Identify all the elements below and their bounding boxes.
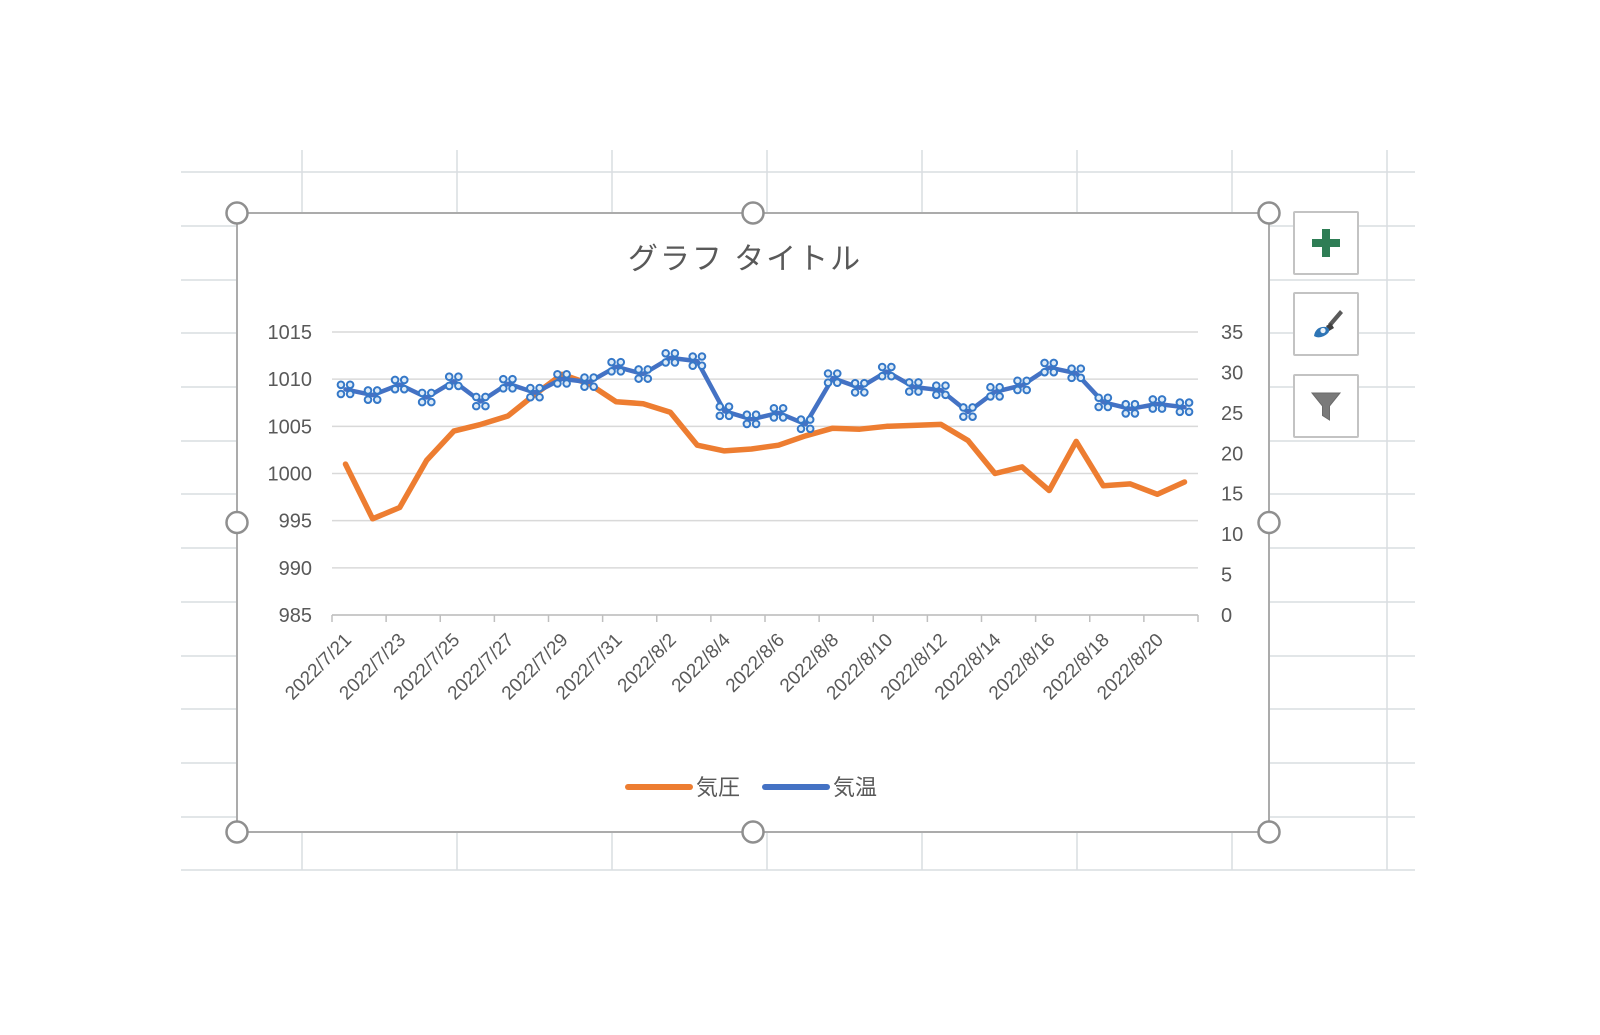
svg-text:1015: 1015 xyxy=(268,322,313,344)
series-line-気圧[interactable] xyxy=(342,371,1188,522)
svg-text:1000: 1000 xyxy=(268,464,313,486)
resize-handle[interactable] xyxy=(225,201,249,225)
resize-handle[interactable] xyxy=(1257,820,1281,844)
plus-icon xyxy=(1312,229,1340,257)
svg-text:30: 30 xyxy=(1221,362,1243,384)
paintbrush-icon xyxy=(1314,310,1343,338)
svg-text:気圧: 気圧 xyxy=(696,775,740,800)
resize-handle[interactable] xyxy=(741,201,765,225)
chart-filters-button[interactable] xyxy=(1293,374,1359,438)
svg-text:10: 10 xyxy=(1221,524,1243,546)
x-axis[interactable] xyxy=(331,614,1199,622)
selection-handles[interactable] xyxy=(225,201,1281,844)
series-markers-気温[interactable] xyxy=(336,348,1194,434)
legend-item-気温[interactable]: 気温 xyxy=(762,775,877,800)
resize-handle[interactable] xyxy=(1257,510,1281,535)
chart-styles-button[interactable] xyxy=(1293,292,1359,356)
svg-text:985: 985 xyxy=(279,605,312,627)
funnel-icon xyxy=(1310,392,1342,421)
svg-text:995: 995 xyxy=(279,511,312,533)
resize-handle[interactable] xyxy=(1257,201,1281,225)
resize-handle[interactable] xyxy=(225,820,249,844)
right-axis-labels[interactable]: 0 5 10 15 20 25 30 35 xyxy=(1221,322,1243,627)
chart-area[interactable] xyxy=(236,212,1270,833)
resize-handle[interactable] xyxy=(225,510,249,535)
svg-text:1010: 1010 xyxy=(268,369,313,391)
legend-item-気圧[interactable]: 気圧 xyxy=(625,775,740,800)
svg-text:1005: 1005 xyxy=(268,416,313,438)
left-axis-labels[interactable]: 985 990 995 1000 1005 1010 1015 xyxy=(268,322,313,627)
svg-text:35: 35 xyxy=(1221,322,1243,344)
svg-text:25: 25 xyxy=(1221,403,1243,425)
svg-text:20: 20 xyxy=(1221,443,1243,465)
chart-elements-button[interactable] xyxy=(1293,211,1359,275)
svg-text:気温: 気温 xyxy=(833,775,877,800)
svg-text:0: 0 xyxy=(1221,605,1232,627)
resize-handle[interactable] xyxy=(741,820,765,844)
svg-text:5: 5 xyxy=(1221,565,1232,587)
svg-text:990: 990 xyxy=(279,558,312,580)
svg-text:15: 15 xyxy=(1221,484,1243,506)
legend[interactable]: 気圧 気温 xyxy=(625,775,877,800)
chart-title[interactable]: グラフ タイトル xyxy=(628,243,862,276)
